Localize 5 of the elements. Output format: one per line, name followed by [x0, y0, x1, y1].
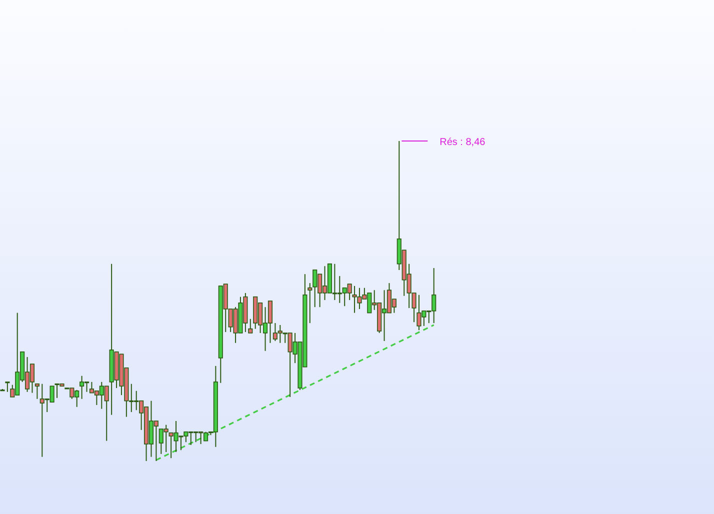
text: Rés : 8,46 — [440, 137, 486, 148]
candlestick — [308, 282, 312, 324]
candlestick — [34, 383, 40, 400]
candlestick — [5, 381, 10, 392]
candlestick — [248, 318, 253, 334]
